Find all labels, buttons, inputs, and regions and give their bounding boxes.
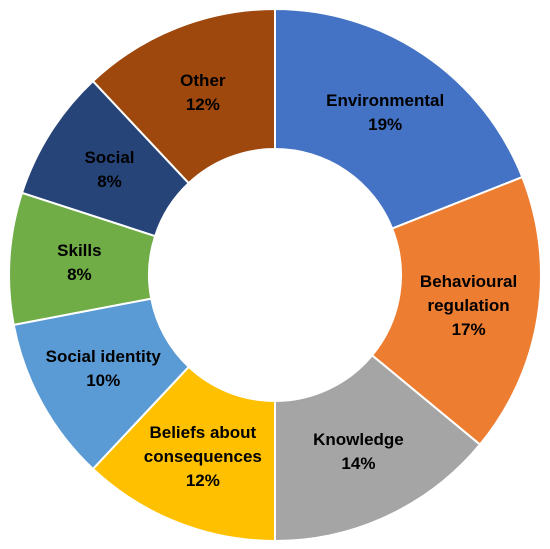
label-box: Beliefs about consequences 12%	[123, 421, 283, 493]
label-box: Behavioural regulation 17%	[389, 270, 549, 342]
category-label: Beliefs about consequences	[143, 423, 262, 467]
value-label: 12%	[185, 471, 220, 491]
category-label: Knowledge	[313, 430, 404, 450]
slice-label: Knowledge 14%	[278, 428, 438, 476]
label-box: Skills 8%	[0, 239, 159, 287]
category-label: Environmental	[326, 90, 445, 110]
value-label: 14%	[341, 454, 376, 474]
category-label: Social identity	[45, 347, 161, 367]
value-label: 19%	[368, 114, 403, 134]
slice-label: Social identity 10%	[23, 345, 183, 393]
category-label: Social	[84, 147, 135, 167]
value-label: 8%	[97, 171, 122, 191]
label-box: Knowledge 14%	[278, 428, 438, 476]
slice	[274, 7, 524, 230]
slice	[91, 7, 276, 185]
slice	[274, 353, 482, 543]
label-box: Social 8%	[30, 146, 190, 194]
category-label: Other	[180, 70, 226, 90]
slice	[370, 175, 542, 446]
category-label: Skills	[57, 240, 102, 260]
slice-label: Beliefs about consequences 12%	[123, 421, 283, 493]
slice-label: Behavioural regulation 17%	[389, 270, 549, 342]
value-label: 17%	[451, 319, 486, 339]
value-label: 10%	[86, 371, 121, 391]
slice-label: Environmental 19%	[305, 89, 465, 137]
slice-label: Skills 8%	[0, 239, 159, 287]
slice-label: Social 8%	[30, 146, 190, 194]
value-label: 12%	[185, 94, 220, 114]
slice-label: Other 12%	[123, 69, 283, 117]
label-box: Social identity 10%	[23, 345, 183, 393]
label-box: Environmental 19%	[305, 89, 465, 137]
category-label: Behavioural regulation	[419, 271, 518, 315]
value-label: 8%	[67, 264, 92, 284]
label-box: Other 12%	[123, 69, 283, 117]
